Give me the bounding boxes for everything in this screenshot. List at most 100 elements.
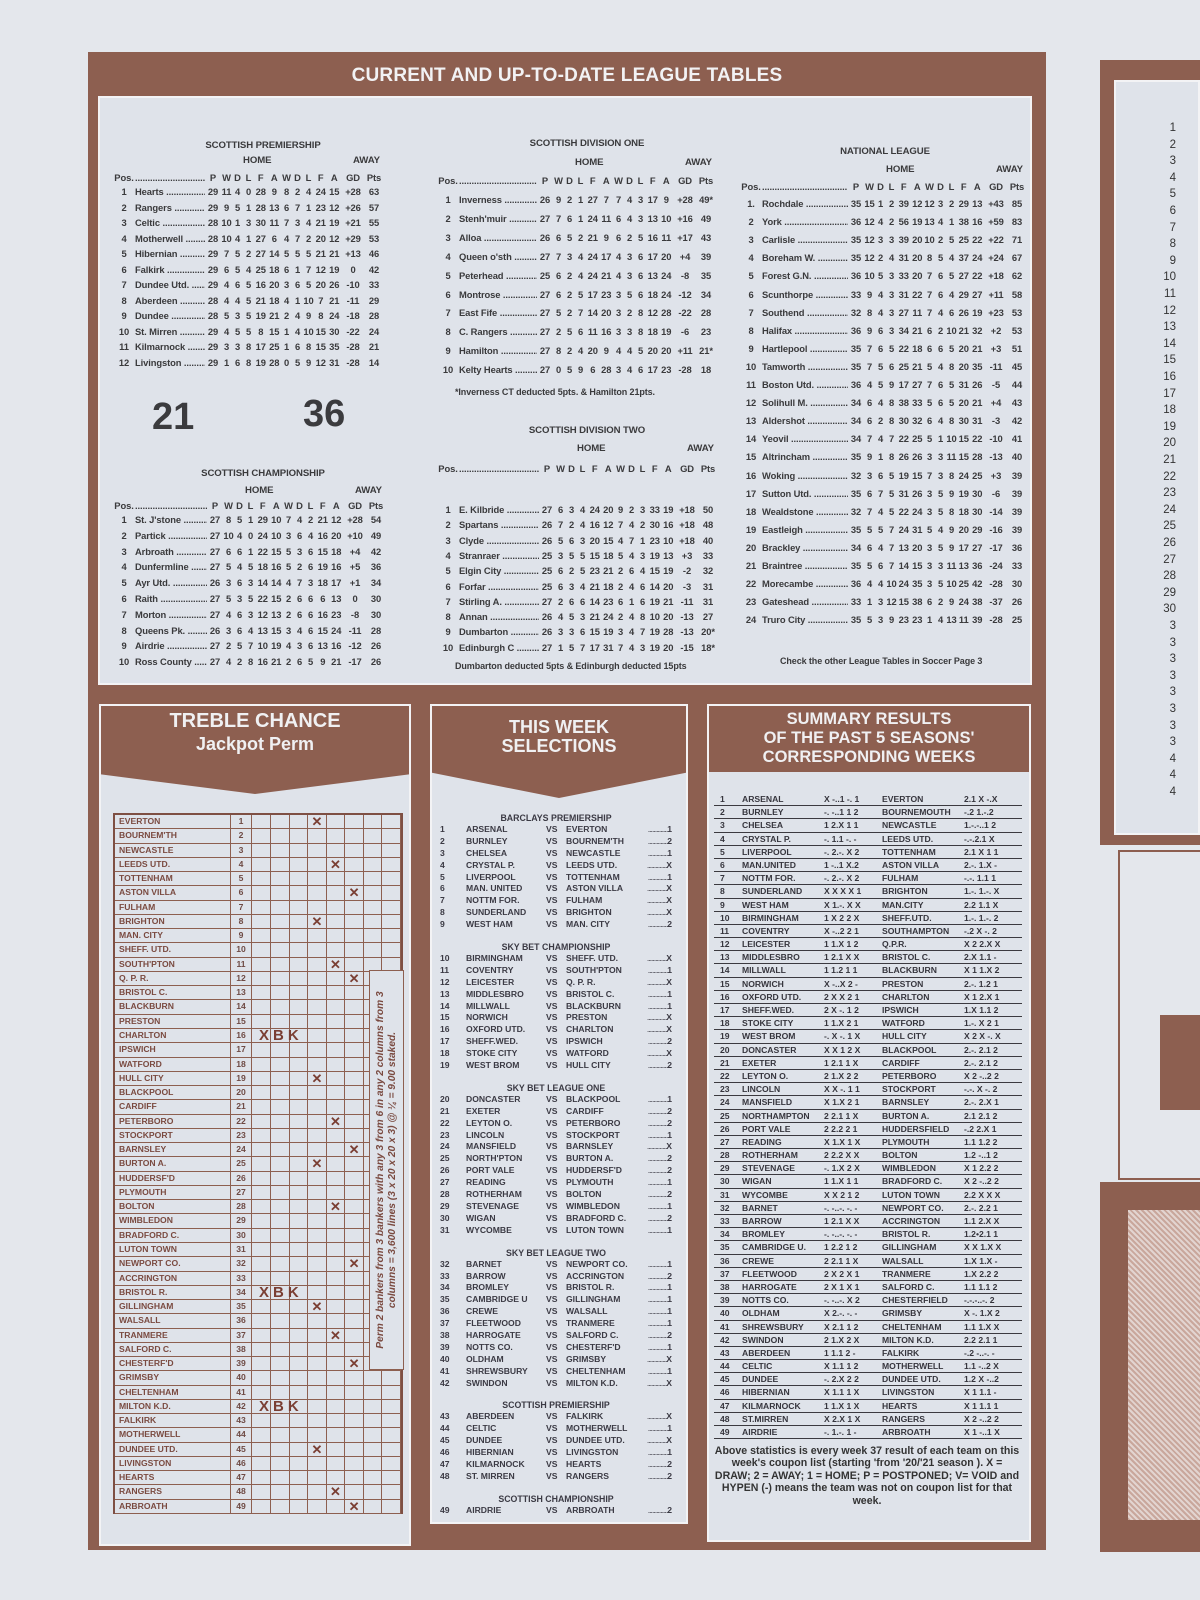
grid-cell[interactable]	[252, 1028, 271, 1043]
grid-cell[interactable]	[252, 1114, 271, 1128]
grid-cell[interactable]	[252, 1185, 271, 1200]
grid-cell[interactable]	[290, 1071, 309, 1086]
grid-cell[interactable]	[290, 986, 309, 1000]
grid-cell[interactable]	[327, 1271, 346, 1285]
grid-cell[interactable]	[308, 1414, 327, 1428]
grid-cell[interactable]	[364, 843, 383, 857]
grid-cell[interactable]	[327, 1300, 346, 1314]
grid-cell[interactable]	[271, 1100, 290, 1114]
grid-cell[interactable]	[345, 1414, 364, 1428]
grid-cell[interactable]	[271, 1371, 290, 1385]
grid-cell[interactable]	[308, 1086, 327, 1100]
grid-cell[interactable]	[271, 1171, 290, 1185]
grid-cell[interactable]	[327, 1086, 346, 1100]
selection-mark[interactable]: ✕	[345, 1500, 364, 1514]
grid-cell[interactable]	[308, 1000, 327, 1014]
grid-cell[interactable]	[308, 1371, 327, 1385]
grid-cell[interactable]	[290, 886, 309, 900]
grid-cell[interactable]	[290, 1214, 309, 1228]
grid-cell[interactable]	[308, 1128, 327, 1143]
grid-cell[interactable]	[290, 843, 309, 857]
grid-cell[interactable]	[271, 1257, 290, 1271]
grid-cell[interactable]	[271, 1086, 290, 1100]
selection-mark[interactable]: ✕	[327, 1114, 346, 1128]
grid-cell[interactable]	[271, 1414, 290, 1428]
grid-cell[interactable]	[364, 1485, 383, 1499]
grid-cell[interactable]	[271, 1428, 290, 1442]
grid-cell[interactable]	[327, 986, 346, 1000]
grid-cell[interactable]	[308, 1143, 327, 1157]
grid-cell[interactable]	[271, 929, 290, 943]
grid-cell[interactable]	[252, 1399, 271, 1414]
grid-cell[interactable]	[327, 872, 346, 886]
grid-cell[interactable]	[382, 1499, 401, 1514]
grid-cell[interactable]	[290, 829, 309, 843]
grid-cell[interactable]	[327, 1414, 346, 1428]
grid-cell[interactable]	[364, 943, 383, 957]
selection-mark[interactable]: ✕	[327, 958, 346, 971]
grid-cell[interactable]	[252, 815, 271, 829]
grid-cell[interactable]	[271, 1328, 290, 1342]
grid-cell[interactable]	[290, 1143, 309, 1157]
grid-cell[interactable]	[327, 1028, 346, 1043]
grid-cell[interactable]	[271, 815, 290, 829]
grid-cell[interactable]	[327, 1285, 346, 1300]
grid-cell[interactable]	[327, 1014, 346, 1028]
grid-cell[interactable]	[252, 1342, 271, 1357]
grid-cell[interactable]	[252, 1214, 271, 1228]
grid-cell[interactable]	[290, 1414, 309, 1428]
grid-cell[interactable]	[290, 929, 309, 943]
grid-cell[interactable]	[327, 1171, 346, 1185]
grid-cell[interactable]	[252, 1128, 271, 1143]
grid-cell[interactable]	[290, 1043, 309, 1057]
grid-cell[interactable]	[327, 900, 346, 914]
grid-cell[interactable]	[252, 857, 271, 872]
grid-cell[interactable]	[345, 857, 364, 872]
grid-cell[interactable]	[271, 1143, 290, 1157]
grid-cell[interactable]	[345, 1057, 364, 1071]
selection-mark[interactable]: ✕	[327, 1328, 346, 1342]
grid-cell[interactable]	[382, 1385, 401, 1399]
grid-cell[interactable]	[290, 1242, 309, 1257]
grid-cell[interactable]	[327, 1043, 346, 1057]
grid-cell[interactable]	[345, 943, 364, 957]
grid-cell[interactable]	[382, 1428, 401, 1442]
grid-cell[interactable]	[271, 857, 290, 872]
grid-cell[interactable]	[345, 1471, 364, 1485]
grid-cell[interactable]	[271, 1471, 290, 1485]
grid-cell[interactable]	[345, 1242, 364, 1257]
grid-cell[interactable]	[382, 1399, 401, 1414]
grid-cell[interactable]	[364, 957, 383, 971]
grid-cell[interactable]	[271, 1128, 290, 1143]
grid-cell[interactable]	[271, 943, 290, 957]
grid-cell[interactable]	[308, 1043, 327, 1057]
grid-cell[interactable]	[327, 1257, 346, 1271]
grid-cell[interactable]	[271, 843, 290, 857]
grid-cell[interactable]	[271, 1057, 290, 1071]
grid-cell[interactable]	[345, 1157, 364, 1171]
grid-cell[interactable]	[345, 1014, 364, 1028]
grid-cell[interactable]	[308, 1285, 327, 1300]
grid-cell[interactable]	[290, 1285, 309, 1300]
grid-cell[interactable]	[290, 815, 309, 829]
grid-cell[interactable]	[271, 1114, 290, 1128]
grid-cell[interactable]	[252, 1100, 271, 1114]
grid-cell[interactable]	[327, 886, 346, 900]
grid-cell[interactable]	[290, 900, 309, 914]
grid-cell[interactable]	[271, 1314, 290, 1328]
grid-cell[interactable]	[345, 1171, 364, 1185]
grid-cell[interactable]	[345, 872, 364, 886]
grid-cell[interactable]	[308, 1456, 327, 1471]
grid-cell[interactable]	[382, 914, 401, 929]
grid-cell[interactable]	[364, 914, 383, 929]
grid-cell[interactable]	[271, 1442, 290, 1456]
grid-cell[interactable]	[252, 1485, 271, 1499]
grid-cell[interactable]	[252, 1328, 271, 1342]
grid-cell[interactable]	[252, 1257, 271, 1271]
grid-cell[interactable]	[290, 1257, 309, 1271]
grid-cell[interactable]	[290, 1157, 309, 1171]
grid-cell[interactable]	[271, 1228, 290, 1242]
grid-cell[interactable]	[290, 1000, 309, 1014]
grid-cell[interactable]	[252, 1414, 271, 1428]
grid-cell[interactable]	[308, 1357, 327, 1371]
